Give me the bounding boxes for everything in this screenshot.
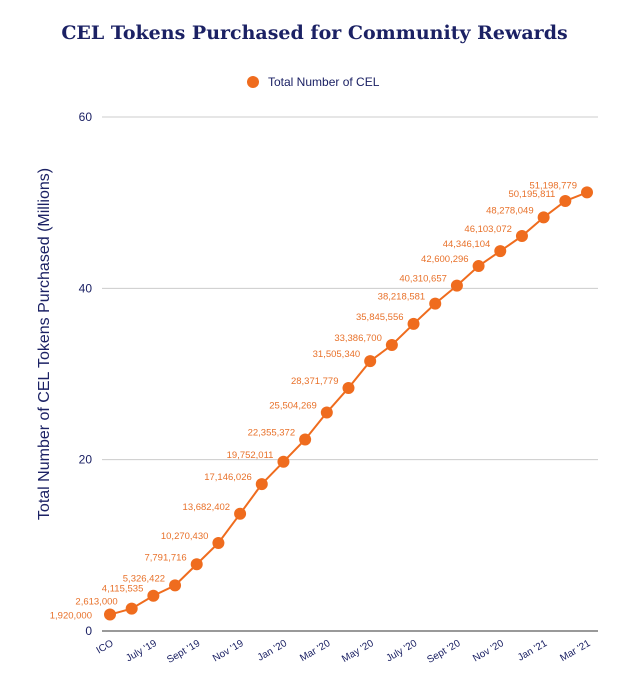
data-point [190,558,203,571]
data-label: 48,278,049 [486,205,534,216]
data-point [407,317,420,330]
data-label: 31,505,340 [313,349,361,360]
data-label: 19,752,011 [227,450,274,461]
data-point [385,338,398,351]
y-tick-label: 40 [79,281,93,295]
data-label: 10,270,430 [161,531,209,542]
x-tick-label: ICO [95,638,116,657]
data-label: 25,504,269 [269,401,317,412]
data-point [212,537,225,550]
data-label: 35,845,556 [356,312,404,323]
data-label: 7,791,716 [144,552,186,563]
data-point [147,589,160,602]
data-label: 38,218,581 [378,292,426,303]
data-point [342,381,355,394]
data-point [515,230,528,243]
x-tick-label: Mar '20 [298,638,332,664]
data-point [429,297,442,310]
data-label: 5,326,422 [123,573,165,584]
data-label: 28,371,779 [291,376,339,387]
data-label: 17,146,026 [204,472,252,483]
data-point [559,194,572,207]
x-tick-label: July '19 [124,638,159,665]
data-label: 13,682,402 [183,502,231,513]
legend-marker [247,76,259,88]
data-label: 42,600,296 [421,254,469,265]
data-point [299,433,312,446]
data-label: 1,920,000 [50,611,92,622]
data-point [234,507,247,520]
data-point [364,355,377,368]
data-label: 2,613,000 [75,597,117,608]
data-label: 50,195,811 [508,189,555,200]
x-tick-label: May '20 [340,638,376,665]
data-point [494,245,507,258]
x-tick-label: Nov '20 [471,638,506,665]
x-tick-label: Sept '19 [165,638,202,666]
x-tick-label: Jan '21 [516,638,550,664]
data-label: 44,346,104 [443,239,491,250]
data-point [104,608,116,621]
series-line [109,191,588,616]
data-point [581,186,593,199]
data-label: 46,103,072 [464,224,512,235]
x-tick-label: Jan '20 [256,638,290,664]
data-point [125,602,138,615]
y-tick-label: 0 [85,624,92,638]
x-tick-label: Nov '19 [211,638,246,665]
data-label: 4,115,535 [102,584,144,595]
chart-title: CEL Tokens Purchased for Community Rewar… [61,22,568,44]
y-tick-label: 60 [79,110,93,124]
data-point [450,279,463,292]
x-tick-label: Mar '21 [558,638,592,664]
data-point [320,406,333,419]
x-tick-label: Sept '20 [425,638,462,666]
data-point [255,478,268,491]
data-point [472,260,485,273]
data-point [169,579,182,592]
data-label: 33,386,700 [334,333,382,344]
x-tick-label: July '20 [384,638,419,665]
y-axis-title: Total Number of CEL Tokens Purchased (Mi… [36,168,53,520]
y-tick-label: 20 [79,453,93,467]
legend-label: Total Number of CEL [268,75,380,89]
data-point [277,455,290,468]
data-label: 40,310,657 [399,274,447,285]
data-label: 22,355,372 [248,427,296,438]
data-point [537,211,550,224]
data-label: 51,198,779 [529,180,577,191]
